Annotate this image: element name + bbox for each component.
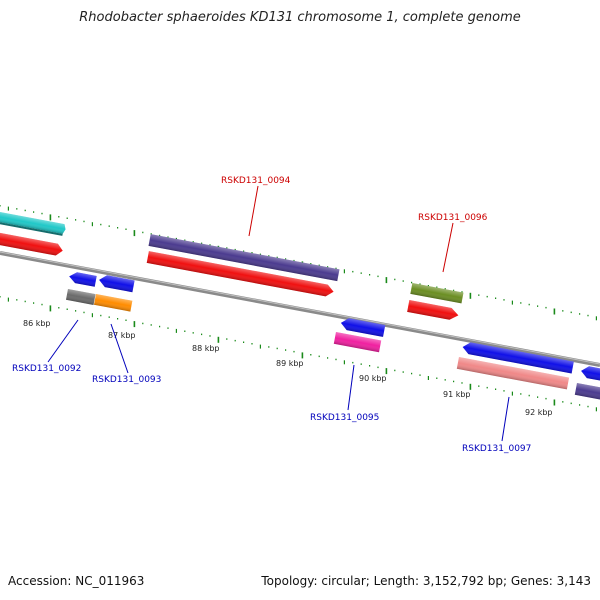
gene-rskd131-0092[interactable]: [65, 289, 96, 305]
gene-rskd131-0097[interactable]: [456, 357, 570, 390]
callout-line-0094: [248, 185, 259, 237]
scale-label-87: 87 kbp: [108, 331, 136, 340]
scale-label-91: 91 kbp: [443, 390, 471, 399]
gene-label-rskd131-0094[interactable]: RSKD131_0094: [221, 176, 291, 186]
accession-text: Accession: NC_011963: [8, 574, 145, 588]
gene-label-rskd131-0095[interactable]: RSKD131_0095: [310, 413, 379, 423]
scale-label-90: 90 kbp: [359, 374, 387, 383]
lower-ticks: [0, 296, 598, 412]
dna-backbone-highlight: [0, 251, 600, 365]
gene-blue-reverse-mid[interactable]: [340, 317, 386, 337]
map-title: Rhodobacter sphaeroides KD131 chromosome…: [79, 10, 521, 25]
gene-blue-reverse[interactable]: [98, 274, 135, 293]
gene-cyan-forward[interactable]: [0, 210, 66, 236]
gene-label-rskd131-0093[interactable]: RSKD131_0093: [92, 375, 161, 385]
callout-line-0097: [501, 396, 510, 442]
gene-purple-edge[interactable]: [574, 383, 600, 401]
gene-rskd131-0095[interactable]: [333, 332, 382, 353]
gene-rskd131-0093[interactable]: [93, 293, 133, 312]
gene-rskd131-0096-olive[interactable]: [410, 283, 464, 304]
gene-label-rskd131-0096[interactable]: RSKD131_0096: [418, 213, 488, 223]
dna-backbone: [0, 251, 600, 367]
scale-label-88: 88 kbp: [192, 344, 220, 353]
gene-blue-reverse-small[interactable]: [68, 271, 97, 287]
gene-label-rskd131-0092[interactable]: RSKD131_0092: [12, 364, 81, 374]
gene-rskd131-0094-purple[interactable]: [148, 234, 340, 282]
callout-line-0096: [442, 222, 454, 273]
gene-blue-reverse-edge[interactable]: [580, 365, 600, 382]
genome-summary-text: Topology: circular; Length: 3,152,792 bp…: [261, 574, 591, 588]
gene-label-rskd131-0097[interactable]: RSKD131_0097: [462, 444, 531, 454]
gene-red-forward-left[interactable]: [0, 231, 64, 256]
scale-label-92: 92 kbp: [525, 408, 553, 417]
gene-blue-reverse-long[interactable]: [462, 341, 574, 374]
gene-rskd131-0096[interactable]: [407, 300, 459, 321]
callout-line-0093: [110, 323, 129, 374]
callout-line-0092: [47, 319, 79, 363]
callout-line-0095: [347, 364, 355, 411]
scale-label-89: 89 kbp: [276, 359, 304, 368]
gene-rskd131-0094[interactable]: [146, 251, 335, 298]
scale-label-86: 86 kbp: [23, 319, 51, 328]
